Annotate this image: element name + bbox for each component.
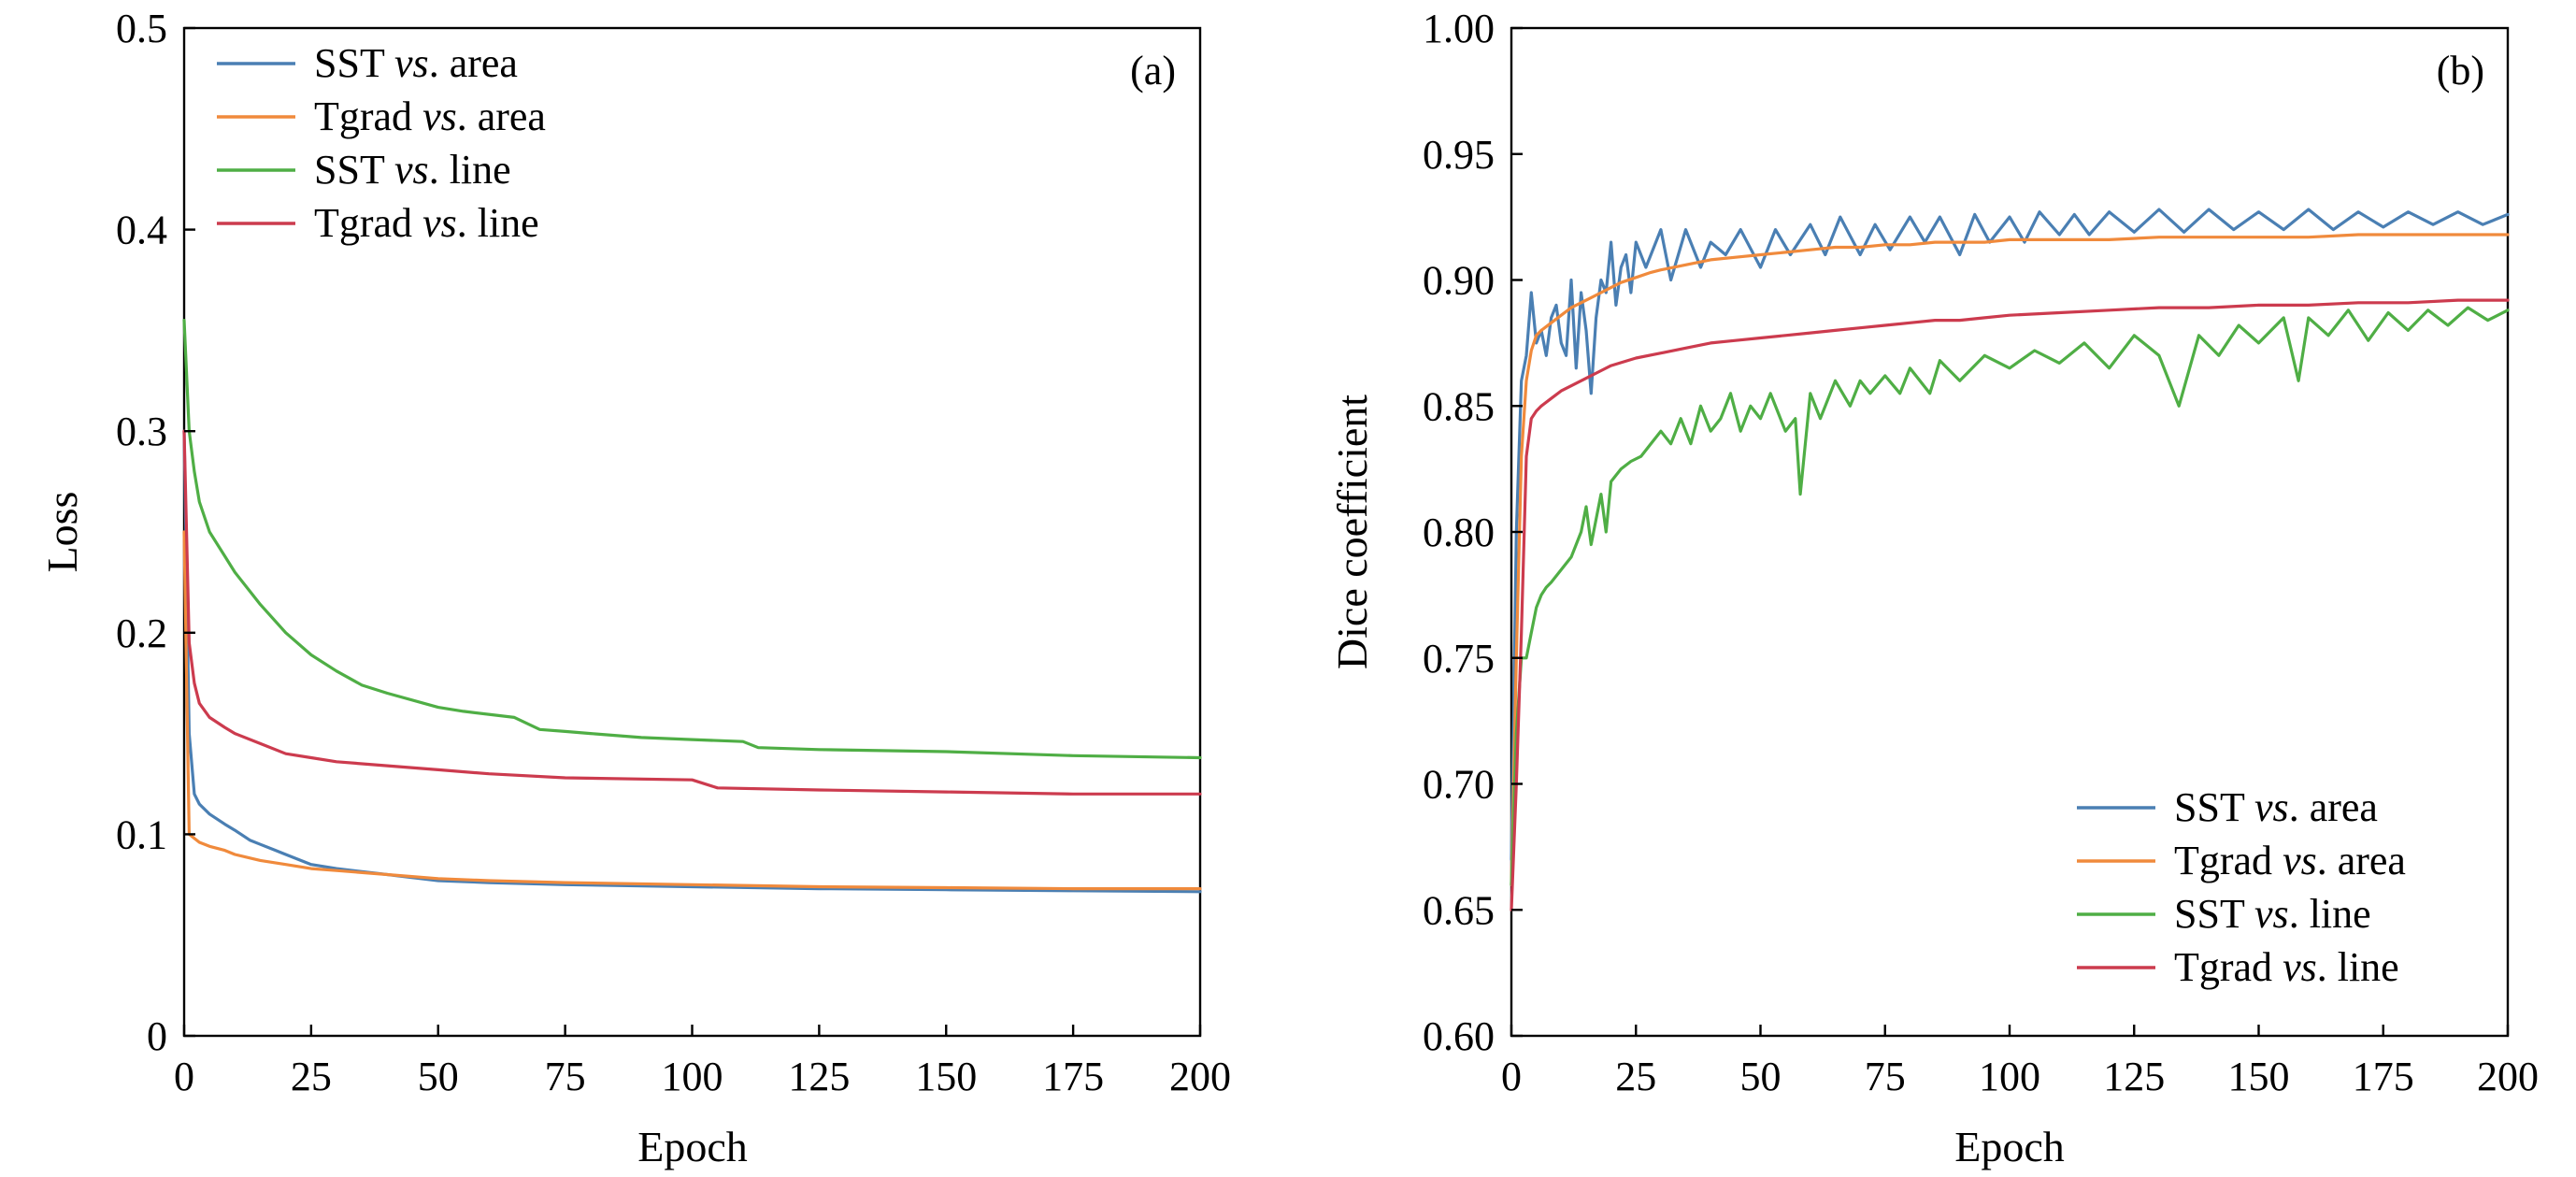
panel-a-x-tick-label: 125 [788,1054,850,1099]
panel-a-x-tick-label: 150 [915,1054,977,1099]
panel-b-x-tick-label: 75 [1865,1054,1906,1099]
panel-b-y-tick-label: 0.85 [1423,383,1495,429]
panel-a-x-axis-title: Epoch [637,1123,748,1170]
panel-b-legend-item-sst-line: SST vs. line [2077,891,2371,937]
panel-a-y-tick-label: 0 [147,1013,167,1059]
panel-a-y-tick-label: 0.4 [116,208,167,253]
panel-b-x-tick-label: 0 [1501,1054,1522,1099]
panel-b-legend-item-tgrad-line: Tgrad vs. line [2077,944,2399,990]
panel-a-x-tick-label: 75 [545,1054,586,1099]
panel-b-y-tick-label: 0.75 [1423,636,1495,682]
panel-a-series-tgrad-area [182,530,1202,891]
panel-b-series-sst-area [1510,208,2510,861]
panel-a-y-tick-label: 0.3 [116,409,167,454]
panel-a-legend-label: SST vs. area [314,40,518,86]
panel-a-series-sst-area [182,429,1202,894]
panel-b-series-sst-line [1510,306,2510,886]
panel-a-x-tick-label: 200 [1169,1054,1231,1099]
panel-a-series-sst-line [182,319,1202,760]
panel-b-x-tick-label: 25 [1615,1054,1656,1099]
panel-b-legend-label: Tgrad vs. line [2174,944,2399,990]
panel-b-x-tick-label: 50 [1740,1054,1782,1099]
panel-b-x-tick-label: 175 [2353,1054,2414,1099]
panel-b-legend-item-sst-area: SST vs. area [2077,784,2378,830]
panel-b-ticks: 0 25 50 75 100 125 150 175 200 0.60 0.65 0.70 0.75 0.… [1423,6,2539,1099]
panel-a-legend-label: SST vs. line [314,147,511,193]
panel-a-y-tick-label: 0.5 [116,6,167,51]
panel-b-x-axis-title: Epoch [1954,1123,2065,1170]
panel-a-legend-item-sst-area: SST vs. area [217,40,518,86]
panel-a-series-group [182,319,1202,894]
panel-b-y-tick-label: 0.70 [1423,762,1495,808]
panel-a-y-axis-title: Loss [38,492,86,573]
panel-a-legend-label: Tgrad vs. line [314,200,539,246]
panel-a-y-tick-label: 0.1 [116,811,167,857]
panel-a-series-tgrad-line [182,429,1202,796]
panel-a-legend: SST vs. area Tgrad vs. area SST vs. line Tg… [217,40,546,246]
panel-a-legend-item-sst-line: SST vs. line [217,147,511,193]
panel-a-legend-item-tgrad-area: Tgrad vs. area [217,93,546,139]
panel-b-series-tgrad-area [1510,233,2510,886]
panel-a-x-tick-label: 25 [291,1054,332,1099]
panel-a-loss-chart: 0 25 50 75 100 125 150 175 200 0 0.1 0.2 0.3 0.4 0.5 (… [38,6,1231,1170]
panel-a-legend-label: Tgrad vs. area [314,93,546,139]
panel-b-plot-frame [1510,26,2510,1038]
panel-a-legend-item-tgrad-line: Tgrad vs. line [217,200,539,246]
panel-b-y-axis-title: Dice coefficient [1328,395,1376,669]
panel-b-legend: SST vs. area Tgrad vs. area SST vs. line Tg… [2077,784,2406,990]
panel-b-y-tick-label: 0.90 [1423,258,1495,304]
panel-a-x-tick-label: 50 [418,1054,459,1099]
panel-b-legend-label: Tgrad vs. area [2174,838,2406,883]
panel-b-legend-label: SST vs. area [2174,784,2378,830]
panel-b-x-tick-label: 150 [2228,1054,2290,1099]
panel-b-x-tick-label: 125 [2103,1054,2165,1099]
panel-b-label: (b) [2437,48,2484,93]
panel-a-x-tick-label: 100 [662,1054,723,1099]
panel-b-y-tick-label: 0.80 [1423,510,1495,555]
panel-b-dice-chart: 0 25 50 75 100 125 150 175 200 0.60 0.65 0.70 0.75 0.… [1328,6,2539,1170]
panel-b-series-group [1510,208,2510,911]
panel-b-x-tick-label: 200 [2477,1054,2539,1099]
panel-b-series-tgrad-line [1510,298,2510,911]
panel-a-ticks: 0 25 50 75 100 125 150 175 200 0 0.1 0.2 0.3 0.4 0.5 [116,6,1231,1099]
panel-b-y-tick-label: 0.95 [1423,132,1495,178]
panel-a-label: (a) [1130,48,1176,93]
panel-b-legend-item-tgrad-area: Tgrad vs. area [2077,838,2406,883]
panel-b-y-tick-label: 0.60 [1423,1013,1495,1059]
panel-b-x-tick-label: 100 [1979,1054,2040,1099]
panel-a-x-tick-label: 0 [174,1054,194,1099]
panel-a-x-tick-label: 175 [1042,1054,1104,1099]
panel-b-y-tick-label: 1.00 [1423,6,1495,51]
panel-b-y-tick-label: 0.65 [1423,887,1495,933]
panel-a-y-tick-label: 0.2 [116,610,167,656]
panel-b-legend-label: SST vs. line [2174,891,2371,937]
